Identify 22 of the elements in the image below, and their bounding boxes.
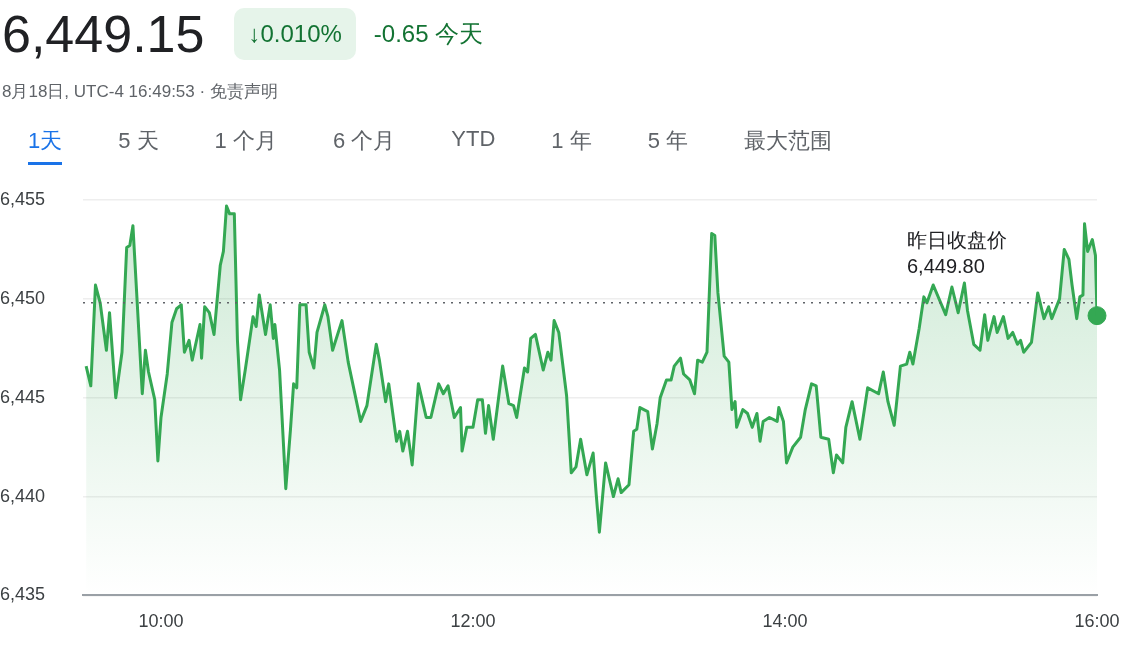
y-tick-label: 6,450	[0, 287, 46, 308]
ref-line-label: 昨日收盘价 6,449.80	[907, 228, 1007, 277]
x-tick-label: 14:00	[762, 611, 808, 632]
x-tick-label: 16:00	[1074, 611, 1120, 632]
chart-title: 6,449.15	[2, 4, 205, 64]
y-tick-label: 6,440	[0, 485, 46, 506]
y-tick-label: 6,435	[0, 584, 46, 605]
text: 1 个月	[214, 127, 277, 155]
x-tick-label: 10:00	[138, 611, 184, 632]
text: 1 年	[551, 127, 592, 155]
text: -0.65 今天	[373, 19, 484, 49]
text: 5 年	[647, 127, 689, 155]
x-tick-label: 12:00	[450, 611, 496, 632]
y-tick-label: 6,445	[0, 386, 46, 407]
y-tick-label: 6,455	[0, 188, 46, 209]
text: 6 个月	[332, 127, 396, 155]
text: 5 天	[118, 127, 159, 155]
text: ↓0.010%	[234, 8, 356, 60]
text: 最大范围	[744, 127, 833, 155]
text: YTD	[451, 126, 496, 153]
chart-subtitle: 8月18日, UTC-4 16:49:53 · 免责声明	[2, 81, 278, 103]
text: 1天	[28, 126, 63, 165]
